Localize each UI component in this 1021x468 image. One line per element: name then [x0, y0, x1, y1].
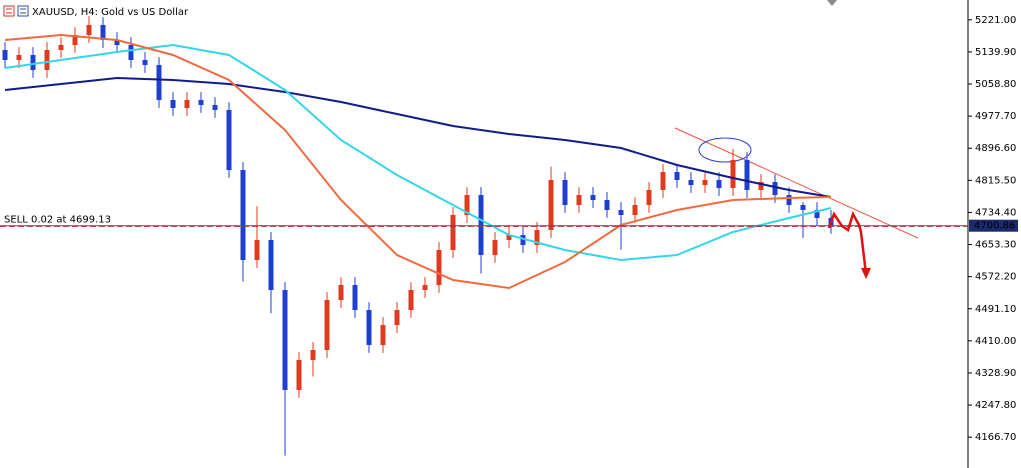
candle-body — [338, 284, 344, 301]
candle-body — [534, 230, 540, 246]
candle-body — [506, 234, 512, 240]
candle-body — [422, 284, 428, 290]
candle-body — [758, 181, 764, 190]
candle-body — [30, 54, 36, 70]
candle-body — [492, 239, 498, 255]
candle-body — [478, 195, 484, 255]
y-tick-label: 4653.30 — [975, 240, 1016, 251]
candle-body — [604, 200, 610, 211]
candle-body — [730, 160, 736, 189]
candle-body — [618, 210, 624, 216]
candle-body — [170, 100, 176, 108]
current-price-label: 4700.86 — [974, 221, 1015, 232]
candle-body — [268, 239, 274, 290]
moving-average — [4, 33, 832, 290]
chart-title: XAUUSD, H4: Gold vs US Dollar — [32, 7, 189, 18]
candle-body — [814, 210, 820, 219]
candle-body — [114, 40, 120, 46]
y-tick-label: 4734.40 — [975, 207, 1016, 218]
candle-body — [660, 172, 666, 190]
order-label: SELL 0.02 at 4699.13 — [4, 214, 111, 225]
y-tick-label: 4491.10 — [975, 304, 1016, 315]
candle-body — [772, 181, 778, 196]
candle-body — [464, 195, 470, 216]
symbol-icon — [3, 5, 29, 17]
candle-body — [394, 310, 400, 326]
candle-body — [254, 239, 260, 261]
candle-body — [716, 180, 722, 189]
candle-body — [548, 180, 554, 231]
candle-body — [282, 289, 288, 390]
candle-body — [44, 50, 50, 70]
candle-body — [2, 50, 8, 61]
y-tick-label: 4572.20 — [975, 272, 1016, 283]
y-tick-label: 4977.70 — [975, 111, 1016, 122]
candle-body — [702, 180, 708, 185]
candle-body — [744, 160, 750, 190]
candle-body — [58, 45, 64, 51]
candle-body — [226, 110, 232, 170]
candle-body — [366, 310, 372, 346]
candle-body — [380, 325, 386, 346]
y-tick-label: 4166.70 — [975, 432, 1016, 443]
candle-body — [324, 300, 330, 351]
candle-body — [562, 180, 568, 205]
candle-body — [590, 195, 596, 201]
candle-body — [86, 24, 92, 35]
candle-body — [800, 204, 806, 211]
candle-body — [352, 284, 358, 311]
candle-body — [128, 45, 134, 61]
y-tick-label: 5139.90 — [975, 47, 1016, 58]
forecast-path — [827, 210, 868, 275]
shift-marker — [827, 0, 837, 6]
candle-body — [436, 250, 442, 285]
candle-body — [16, 54, 22, 61]
highlight-ellipse — [698, 137, 752, 163]
candle-body — [688, 180, 694, 185]
candle-body — [408, 289, 414, 311]
candle-body — [632, 204, 638, 216]
candle-body — [184, 100, 190, 108]
candle-body — [646, 189, 652, 205]
candle-body — [212, 104, 218, 111]
candle-body — [296, 360, 302, 390]
candle-body — [450, 215, 456, 251]
y-tick-label: 5058.80 — [975, 79, 1016, 90]
candle-body — [520, 234, 526, 246]
y-tick-label: 5221.00 — [975, 15, 1016, 26]
candle-body — [674, 172, 680, 181]
candle-body — [786, 195, 792, 205]
y-tick-label: 4410.00 — [975, 336, 1016, 347]
candle-body — [72, 34, 78, 46]
current-price-box — [969, 219, 1018, 232]
y-tick-label: 4247.80 — [975, 400, 1016, 411]
y-tick-label: 4896.60 — [975, 143, 1016, 154]
y-tick-label: 4328.90 — [975, 368, 1016, 379]
candle-body — [156, 65, 162, 101]
candle-body — [240, 169, 246, 261]
forecast-arrowhead — [861, 268, 871, 279]
candle-body — [576, 195, 582, 205]
candle-body — [142, 60, 148, 66]
candle-body — [100, 24, 106, 41]
moving-average — [4, 76, 832, 198]
candle-body — [310, 350, 316, 361]
trend-line — [674, 127, 919, 239]
candle-body — [198, 100, 204, 105]
y-tick-label: 4815.50 — [975, 175, 1016, 186]
